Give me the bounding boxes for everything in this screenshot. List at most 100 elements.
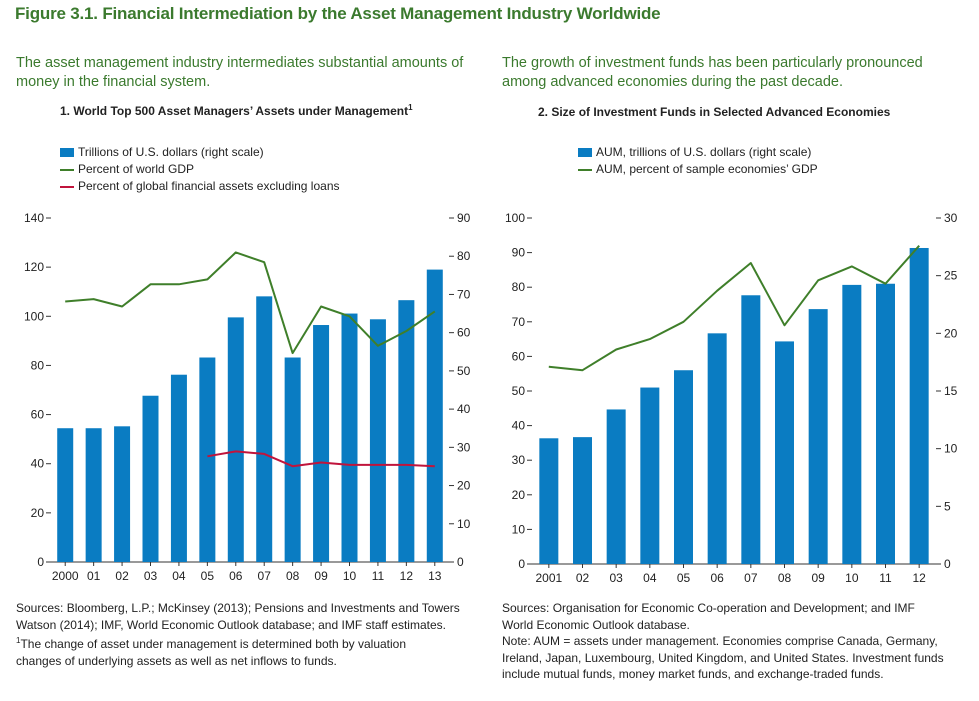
x-axis-tick-label: 01 <box>87 569 101 583</box>
bar <box>341 313 358 562</box>
figure-title: Figure 3.1. Financial Intermediation by … <box>15 4 661 23</box>
left-axis-tick-label: 60 <box>512 349 526 363</box>
bar <box>284 357 301 562</box>
right-note-line-3: Note: AUM = assets under management. Eco… <box>502 634 938 648</box>
left-axis-tick-label: 40 <box>31 457 45 471</box>
legend-green-line-swatch <box>60 169 74 171</box>
footnote-text: The change of asset under management is … <box>20 637 407 651</box>
right-subtitle-line-1: The growth of investment funds has been … <box>502 55 923 71</box>
legend-item-financial-assets: Percent of global financial assets exclu… <box>60 178 340 195</box>
left-note-line-2: Watson (2014); IMF, World Economic Outlo… <box>16 617 446 632</box>
legend-item-gdp: Percent of world GDP <box>60 161 340 178</box>
x-axis-tick-label: 10 <box>845 571 859 585</box>
left-axis-tick-label: 30 <box>512 453 526 467</box>
bar <box>573 437 592 564</box>
bar <box>674 370 693 564</box>
bar <box>369 319 386 562</box>
x-axis-tick-label: 08 <box>286 569 300 583</box>
right-note-line-2: World Economic Outlook database. <box>502 617 690 632</box>
right-axis-tick-label: 30 <box>944 211 958 225</box>
financial-assets-line <box>207 450 435 468</box>
bar <box>170 374 187 562</box>
x-axis-tick-label: 07 <box>744 571 758 585</box>
left-subtitle: The asset management industry intermedia… <box>16 54 463 92</box>
bar <box>114 426 131 562</box>
bar <box>876 283 895 564</box>
left-axis-tick-label: 0 <box>37 555 44 569</box>
x-axis-tick-label: 11 <box>372 569 385 583</box>
legend-item-aum-bars: AUM, trillions of U.S. dollars (right sc… <box>578 144 818 161</box>
left-axis-tick-label: 20 <box>512 488 526 502</box>
legend-label: AUM, percent of sample economies’ GDP <box>596 162 818 176</box>
bar <box>606 409 626 564</box>
legend-item-aum-gdp: AUM, percent of sample economies’ GDP <box>578 161 818 178</box>
x-axis-tick-label: 03 <box>144 569 158 583</box>
right-note-line-4: Ireland, Japan, Luxembourg, United Kingd… <box>502 650 944 665</box>
left-axis-tick-label: 120 <box>24 260 44 274</box>
left-note-line-3: 1The change of asset under management is… <box>16 633 460 653</box>
bar <box>775 341 794 564</box>
left-axis-tick-label: 70 <box>512 315 526 329</box>
x-axis-tick-label: 02 <box>576 571 590 585</box>
bar <box>256 296 273 562</box>
left-axis-tick-label: 60 <box>31 408 45 422</box>
bar <box>227 317 244 562</box>
left-axis-tick-label: 10 <box>512 522 526 536</box>
right-subtitle-line-2: among advanced economies during the past… <box>502 74 843 90</box>
legend-item-bars: Trillions of U.S. dollars (right scale) <box>60 144 340 161</box>
right-axis-tick-label: 15 <box>944 384 958 398</box>
legend-label: Percent of world GDP <box>78 162 195 176</box>
bar <box>426 269 443 562</box>
legend-green-line-swatch <box>578 169 592 171</box>
x-axis-tick-label: 05 <box>677 571 691 585</box>
gdp-percent-line <box>548 245 920 372</box>
bar <box>313 325 330 562</box>
left-panel-title-footnote-mark: 1 <box>408 103 413 112</box>
left-legend: Trillions of U.S. dollars (right scale) … <box>60 144 340 195</box>
left-axis-tick-label: 80 <box>31 358 45 372</box>
x-axis-tick-label: 13 <box>428 569 442 583</box>
x-axis-tick-label: 12 <box>912 571 926 585</box>
right-axis-tick-label: 0 <box>944 557 951 571</box>
legend-bar-swatch <box>60 148 74 157</box>
left-axis-tick-label: 50 <box>512 384 526 398</box>
right-axis-tick-label: 5 <box>944 499 951 513</box>
x-axis-tick-label: 2001 <box>535 571 562 585</box>
x-axis-tick-label: 09 <box>314 569 328 583</box>
left-axis-tick-label: 0 <box>518 557 525 571</box>
bar <box>640 387 660 564</box>
left-axis-tick-label: 140 <box>24 211 44 225</box>
right-axis-tick-label: 20 <box>457 479 471 493</box>
left-subtitle-line-2: money in the financial system. <box>16 74 211 90</box>
right-axis-tick-label: 80 <box>457 249 471 263</box>
x-axis-tick-label: 05 <box>201 569 215 583</box>
right-axis-tick-label: 40 <box>457 402 471 416</box>
bar <box>539 438 559 564</box>
bar <box>707 333 727 564</box>
x-axis-tick-label: 12 <box>400 569 414 583</box>
left-axis-tick-label: 90 <box>512 246 526 260</box>
right-axis-tick-label: 70 <box>457 287 471 301</box>
left-axis-tick-label: 80 <box>512 280 526 294</box>
x-axis-tick-label: 11 <box>879 571 892 585</box>
bar <box>741 295 761 564</box>
right-axis-tick-label: 0 <box>457 555 464 569</box>
x-axis-tick-label: 06 <box>229 569 243 583</box>
x-axis-tick-label: 10 <box>343 569 357 583</box>
x-axis-tick-label: 04 <box>172 569 186 583</box>
x-axis-tick-label: 06 <box>710 571 724 585</box>
left-note-line-4: changes of underlying assets as well as … <box>16 653 337 668</box>
x-axis-tick-label: 02 <box>115 569 129 583</box>
left-axis-tick-label: 40 <box>512 419 526 433</box>
bar <box>842 284 862 564</box>
bar <box>808 309 828 564</box>
right-panel-title: 2. Size of Investment Funds in Selected … <box>538 105 891 119</box>
right-axis-tick-label: 25 <box>944 269 958 283</box>
right-axis-tick-label: 90 <box>457 211 471 225</box>
footnote-mark: 1 <box>16 636 21 645</box>
right-sources-note: Sources: Organisation for Economic Co-op… <box>502 600 944 683</box>
right-axis-tick-label: 30 <box>457 440 471 454</box>
left-axis-tick-label: 100 <box>505 211 525 225</box>
bar <box>142 395 159 562</box>
